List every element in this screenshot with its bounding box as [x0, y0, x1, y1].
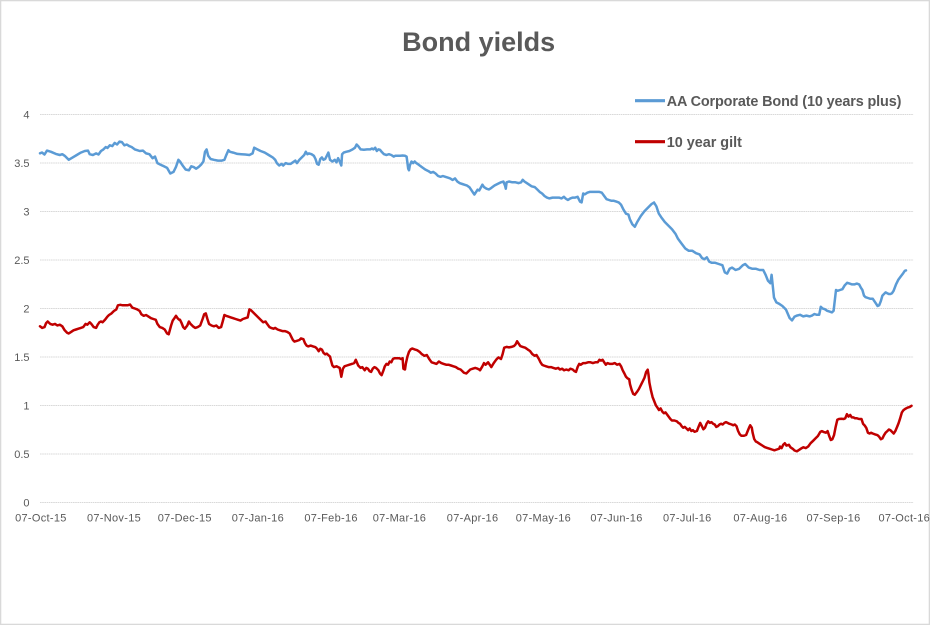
svg-text:07-Jun-16: 07-Jun-16: [590, 513, 642, 525]
svg-text:3: 3: [23, 206, 29, 218]
svg-text:07-Apr-16: 07-Apr-16: [447, 513, 499, 525]
svg-text:07-Jul-16: 07-Jul-16: [663, 513, 712, 525]
svg-text:3.5: 3.5: [14, 158, 29, 170]
svg-text:07-Feb-16: 07-Feb-16: [304, 513, 357, 525]
svg-text:4: 4: [23, 109, 29, 121]
svg-text:1: 1: [23, 400, 29, 412]
svg-text:07-Mar-16: 07-Mar-16: [373, 513, 426, 525]
svg-text:2.5: 2.5: [14, 255, 29, 267]
svg-text:07-Sep-16: 07-Sep-16: [806, 513, 860, 525]
svg-text:1.5: 1.5: [14, 352, 29, 364]
svg-text:07-Aug-16: 07-Aug-16: [733, 513, 787, 525]
svg-text:07-Dec-15: 07-Dec-15: [158, 513, 212, 525]
svg-text:10 year gilt: 10 year gilt: [667, 135, 742, 151]
svg-text:07-Oct-15: 07-Oct-15: [15, 513, 67, 525]
svg-text:07-Oct-16: 07-Oct-16: [878, 513, 930, 525]
svg-text:2: 2: [23, 303, 29, 315]
svg-text:07-May-16: 07-May-16: [516, 513, 571, 525]
svg-text:0.5: 0.5: [14, 449, 29, 461]
svg-text:0: 0: [23, 497, 29, 509]
svg-text:Bond yields: Bond yields: [402, 27, 555, 57]
svg-text:07-Jan-16: 07-Jan-16: [232, 513, 284, 525]
svg-text:AA Corporate Bond (10 years pl: AA Corporate Bond (10 years plus): [667, 94, 902, 110]
svg-text:07-Nov-15: 07-Nov-15: [87, 513, 141, 525]
